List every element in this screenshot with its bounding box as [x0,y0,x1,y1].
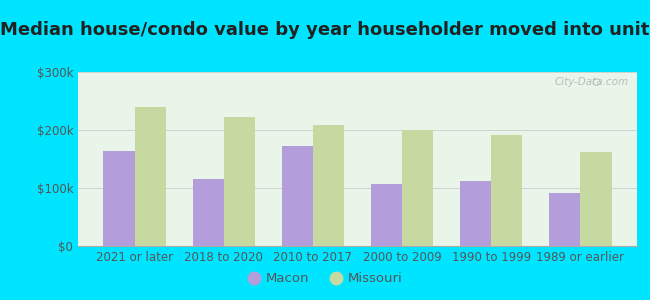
Text: ○: ○ [592,77,601,87]
Bar [491,135,523,246]
Bar [371,184,402,246]
Bar [580,152,612,246]
Bar [224,117,255,246]
Bar [402,130,434,246]
Bar [460,181,491,246]
Text: City-Data.com: City-Data.com [554,77,629,87]
Bar [281,146,313,246]
Bar [135,107,166,246]
Bar [549,193,580,246]
Bar [192,179,224,246]
Text: Median house/condo value by year householder moved into unit: Median house/condo value by year househo… [0,21,650,39]
Bar [313,125,344,246]
Legend: Macon, Missouri: Macon, Missouri [242,267,408,290]
Bar [103,152,135,246]
